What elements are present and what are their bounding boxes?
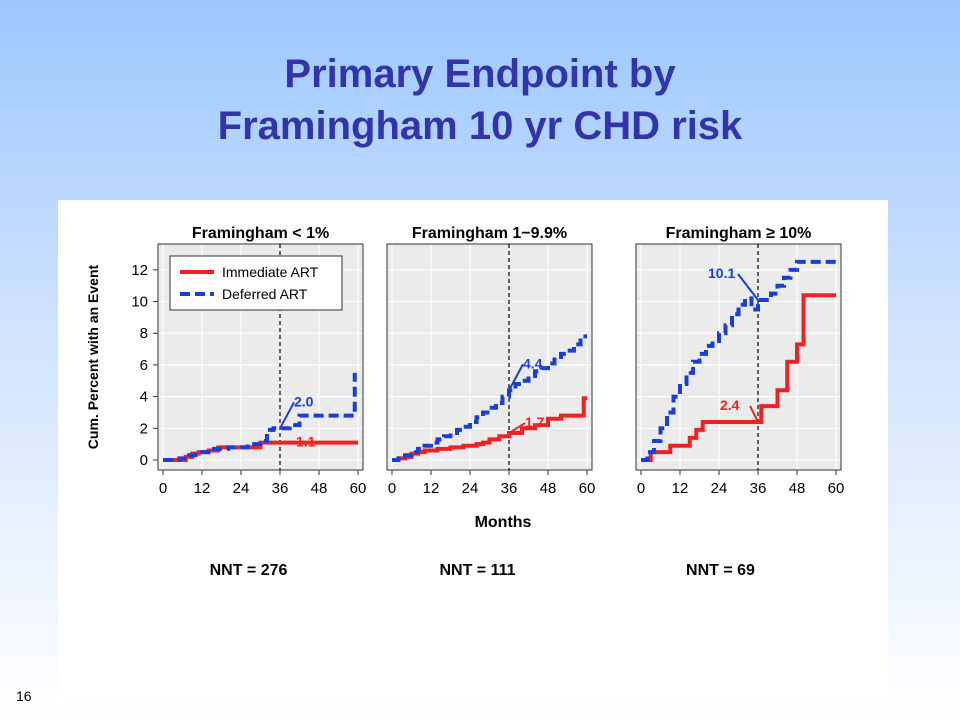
annotation-arrow [279,401,295,429]
x-tick-label: 24 [233,480,250,497]
nnt-label: NNT = 276 [210,562,288,579]
nnt-label: NNT = 111 [439,562,515,579]
panel-border [635,243,842,471]
series-immediate-art [392,396,587,462]
panel-background [636,244,841,470]
series-deferred-art [641,259,836,462]
y-tick-label: 8 [140,325,148,342]
slide-title-line-1: Primary Endpoint by [284,52,676,96]
x-tick-label: 0 [159,480,167,497]
km-chart: Framingham < 1%0 12 24 36 48 600246810122.01.… [85,225,845,579]
panel-title: Framingham 1−9.9% [412,225,567,242]
panel-border [386,243,593,471]
y-axis-label: Cum. Percent with an Event [85,264,101,449]
panel-title: Framingham < 1% [192,225,329,242]
x-tick-label: 36 [750,480,767,497]
panel-3: Framingham ≥ 10% 0 12 24 36 48 60 10.1 2.4 NNT = … [635,225,845,579]
panel-title: Framingham ≥ 10% [666,225,812,242]
panel-background [387,244,592,470]
x-tick-label: 60 [579,480,596,497]
annotation-arrow [749,405,759,423]
x-tick-label: 12 [672,480,689,497]
legend-box [169,255,343,311]
x-tick-label: 48 [311,480,328,497]
x-tick-label: 12 [423,480,440,497]
x-axis-label: Months [475,514,532,531]
figure-panel: Framingham < 1% 0 12 24 36 48 60 0 2 4 6 8 10 12 2.0 1.… [58,200,888,700]
x-tick-label: 48 [789,480,806,497]
legend: Immediate ART Deferred ART [169,255,343,311]
annotation-arrow [508,422,526,434]
x-tick-label: 48 [540,480,557,497]
y-tick-label: 10 [131,294,148,311]
slide-title: Primary Endpoint by Framingham 10 yr CHD… [0,48,960,152]
nnt-label: NNT = 69 [686,562,755,579]
x-tick-label: 60 [828,480,845,497]
series-deferred-art [163,372,357,462]
y-tick-label: 2 [140,420,148,437]
legend-label-immediate: Immediate ART [222,264,319,280]
y-tick-label: 0 [140,452,148,469]
annotation-arrow [508,363,524,391]
panel-1: Framingham < 1%0 12 24 36 48 600246810122.01.… [131,225,366,579]
y-tick-label: 6 [140,357,148,374]
series-deferred-art [392,334,587,462]
annotation-label: 2.0 [294,393,314,409]
annotation-label: 2.4 [720,397,740,413]
annotation-arrow [737,273,759,301]
annotation-label: 10.1 [708,265,735,281]
x-tick-label: 36 [272,480,289,497]
x-tick-label: 0 [388,480,396,497]
annotation-label: 1.1 [296,434,316,450]
y-tick-label: 12 [131,262,148,279]
panel-2: Framingham 1−9.9% 0 12 24 36 48 60 4.4 1.7 NNT = … [386,225,596,579]
annotation-label: 4.4 [523,355,543,371]
slide-title-line-2: Framingham 10 yr CHD risk [217,104,743,148]
page-number: 16 [16,688,32,704]
annotation-label: 1.7 [525,414,545,430]
x-tick-label: 0 [637,480,645,497]
x-tick-label: 24 [711,480,728,497]
x-tick-label: 24 [462,480,479,497]
x-tick-label: 36 [501,480,518,497]
x-tick-label: 60 [350,480,367,497]
x-tick-label: 12 [194,480,211,497]
panel-border [157,243,364,471]
legend-label-deferred: Deferred ART [222,286,308,302]
y-tick-label: 4 [140,389,148,406]
